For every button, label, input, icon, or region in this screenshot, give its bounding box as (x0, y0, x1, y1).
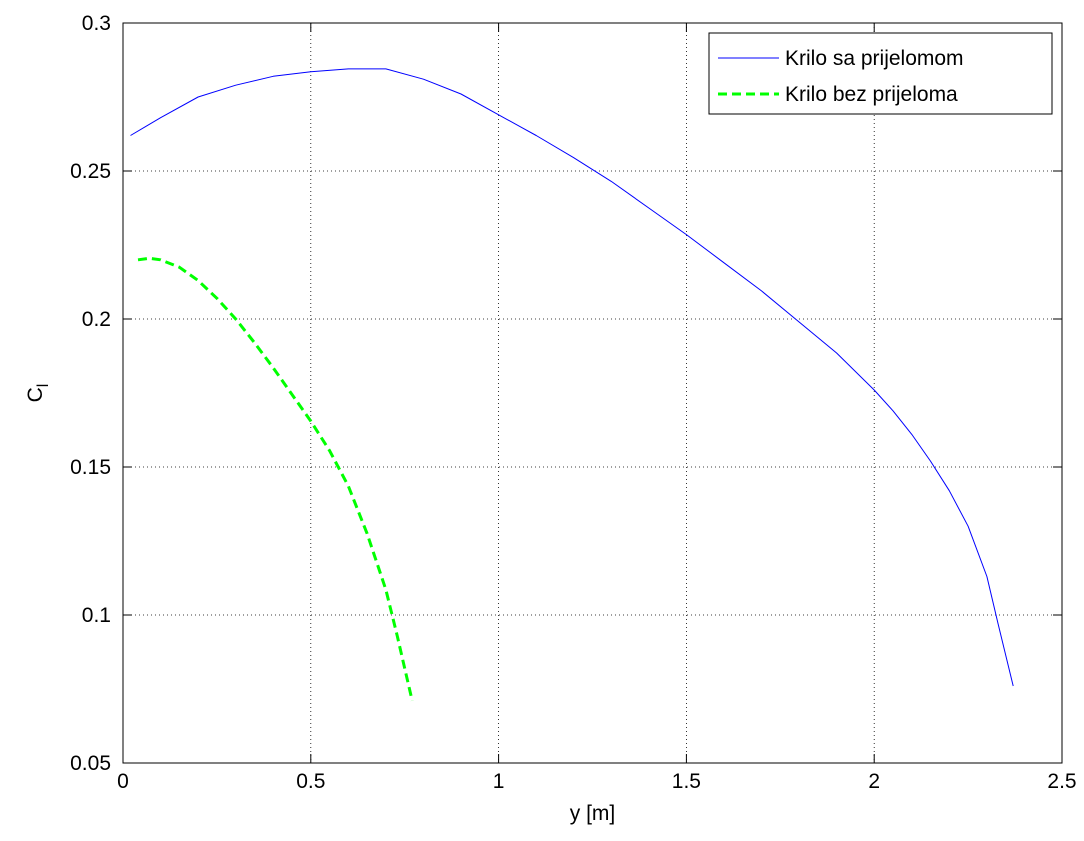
x-tick-label: 1 (493, 770, 505, 793)
legend-label-1: Krilo sa prijelomom (785, 47, 964, 70)
series-layer (130, 68, 1014, 702)
y-tick-label: 0.05 (70, 752, 111, 775)
x-axis-label: y [m] (570, 802, 616, 825)
x-tick-label: 0 (117, 770, 129, 793)
legend: Krilo sa prijelomom Krilo bez prijeloma (708, 32, 1053, 115)
x-tick-label: 1.5 (672, 770, 701, 793)
y-axis-label-main: C (24, 387, 47, 402)
y-tick-label: 0.15 (70, 456, 111, 479)
legend-label-2: Krilo bez prijeloma (785, 83, 958, 106)
y-axis-label: Cl (24, 384, 52, 403)
grid (123, 23, 1062, 763)
legend-box (708, 32, 1053, 115)
y-tick-label: 0.25 (70, 160, 111, 183)
series-line-1 (130, 68, 1014, 687)
plot-frame (122, 22, 1063, 764)
series-line-2 (137, 256, 414, 702)
x-tick-label: 2.5 (1047, 770, 1076, 793)
y-tick-label: 0.3 (82, 12, 111, 35)
ticks: 0 0.5 1 1.5 2 2.5 0.05 0.1 0.15 0.2 0.25 0.3 (70, 12, 1076, 793)
x-tick-label: 2 (868, 770, 880, 793)
x-tick-label: 0.5 (296, 770, 325, 793)
plot-area (123, 23, 1062, 763)
y-tick-label: 0.1 (82, 604, 111, 627)
y-axis-label-subscript: l (35, 384, 52, 388)
y-tick-label: 0.2 (82, 308, 111, 331)
